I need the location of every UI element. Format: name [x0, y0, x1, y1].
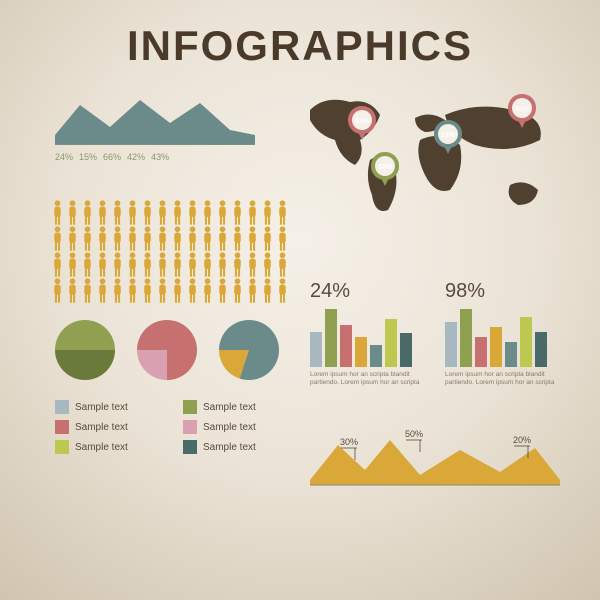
swatch [55, 420, 69, 434]
area-label: 66% [103, 152, 121, 162]
bar [475, 337, 487, 367]
pie-chart [137, 320, 197, 380]
legend-item: Sample text [55, 440, 165, 454]
area-label: 15% [79, 152, 97, 162]
svg-text:98%: 98% [515, 106, 530, 113]
svg-text:53%: 53% [355, 118, 370, 125]
area-label: 24% [55, 152, 73, 162]
legend: Sample text Sample text Sample text Sample … [55, 400, 293, 454]
bar [310, 332, 322, 367]
area-chart: 24% 15% 66% 42% 43% [55, 95, 255, 162]
bar-chart-title: 24% [310, 280, 425, 303]
swatch [183, 420, 197, 434]
legend-item: Sample text [55, 420, 165, 434]
svg-text:29%: 29% [441, 132, 456, 139]
people-row [50, 252, 310, 278]
legend-label: Sample text [75, 402, 128, 413]
bar [505, 342, 517, 367]
swatch [183, 440, 197, 454]
svg-text:50%: 50% [405, 430, 423, 439]
bar-chart-title: 98% [445, 280, 560, 303]
legend-item: Sample text [183, 400, 293, 414]
legend-label: Sample text [203, 402, 256, 413]
bar [535, 332, 547, 367]
area-label: 42% [127, 152, 145, 162]
bar [445, 322, 457, 367]
svg-text:34%: 34% [378, 164, 393, 171]
world-map: 53% 34% 29% 98% [300, 90, 560, 240]
bar [325, 309, 337, 367]
svg-text:20%: 20% [513, 435, 531, 445]
area-label: 43% [151, 152, 169, 162]
legend-label: Sample text [75, 422, 128, 433]
bar [385, 319, 397, 367]
bar-chart: 98% Lorem ipsum hor an scripta blandit p… [445, 280, 560, 388]
page-title: INFOGRAPHICS [0, 0, 600, 70]
bar-chart: 24% Lorem ipsum hor an scripta blandit p… [310, 280, 425, 388]
pie-charts [55, 320, 279, 380]
pie-chart [219, 320, 279, 380]
bar [400, 333, 412, 367]
bar [490, 327, 502, 367]
bar [370, 345, 382, 367]
pie-chart [55, 320, 115, 380]
legend-item: Sample text [183, 420, 293, 434]
people-pictogram [50, 200, 310, 304]
bar [355, 337, 367, 367]
svg-text:30%: 30% [340, 437, 358, 447]
line-chart: 30% 50% 20% [310, 430, 560, 495]
bar-charts: 24% Lorem ipsum hor an scripta blandit p… [310, 280, 560, 388]
swatch [55, 440, 69, 454]
legend-item: Sample text [183, 440, 293, 454]
swatch [55, 400, 69, 414]
people-row [50, 200, 310, 226]
bar [460, 309, 472, 367]
legend-label: Sample text [203, 442, 256, 453]
bar-chart-desc: Lorem ipsum hor an scripta blandit parti… [310, 371, 425, 388]
legend-label: Sample text [203, 422, 256, 433]
bar-chart-desc: Lorem ipsum hor an scripta blandit parti… [445, 371, 560, 388]
bar [340, 325, 352, 367]
people-row [50, 226, 310, 252]
legend-item: Sample text [55, 400, 165, 414]
people-row [50, 278, 310, 304]
bar [520, 317, 532, 367]
swatch [183, 400, 197, 414]
legend-label: Sample text [75, 442, 128, 453]
